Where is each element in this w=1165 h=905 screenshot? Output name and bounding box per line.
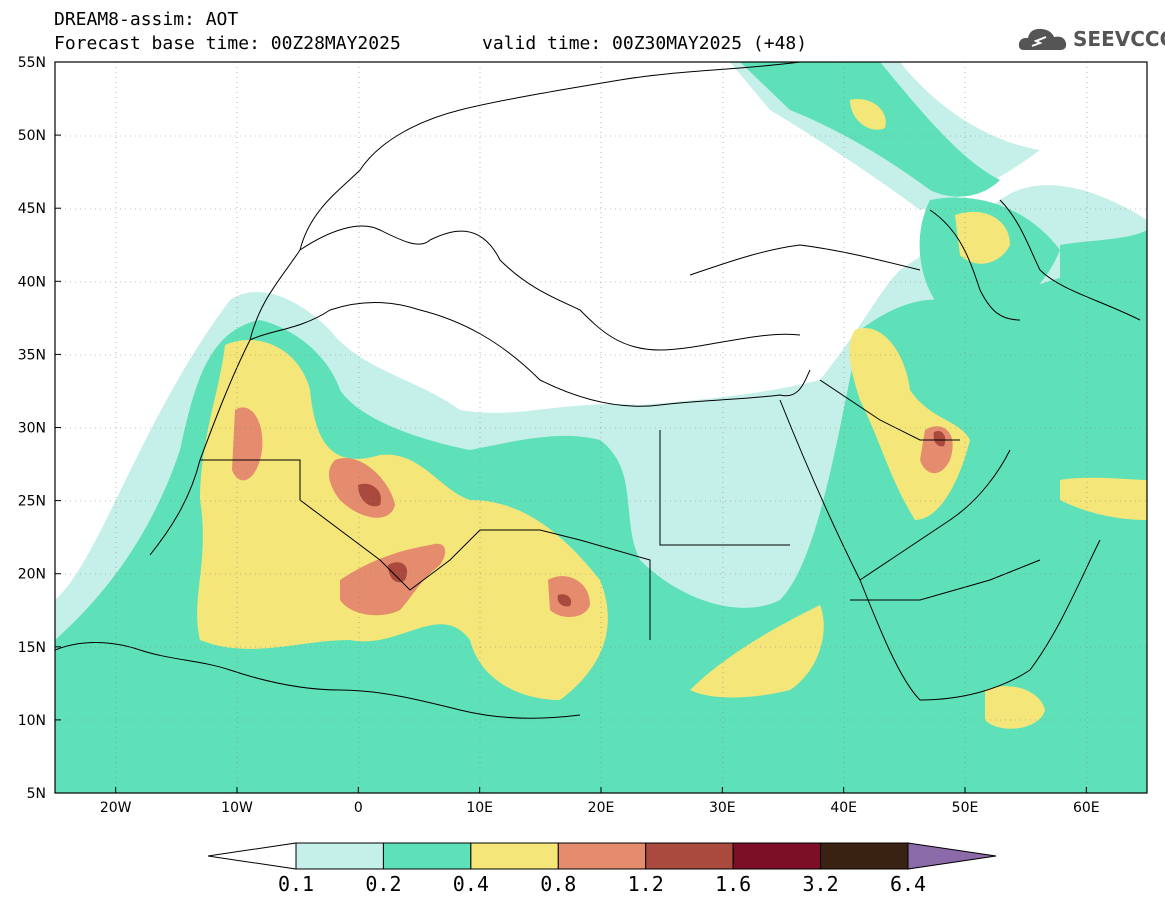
lat-label-30N: 30N [18, 421, 46, 437]
aot-contour-0.8 [232, 407, 263, 481]
lon-label-50E: 50E [952, 800, 979, 816]
colorbar-box [470, 842, 559, 870]
colorbar-level-label: 1.2 [627, 872, 664, 896]
cloud-logo-icon [1018, 28, 1067, 50]
logo-text: SEEVCCC [1073, 27, 1165, 51]
aot-contour-1.2 [358, 483, 381, 507]
lat-label-5N: 5N [27, 786, 46, 802]
lat-label-55N: 55N [18, 55, 46, 71]
colorbar-level-label: 0.2 [365, 872, 402, 896]
longitude-axis: 20W 10W 0 10E 20E 30E 40E 50E 60E [100, 787, 1100, 816]
graticule [55, 62, 1147, 793]
colorbar-level-label: 0.1 [277, 872, 315, 896]
lon-label-40E: 40E [830, 800, 857, 816]
lon-label-20E: 20E [588, 800, 615, 816]
map-title: DREAM8-assim: AOT [54, 9, 239, 30]
lat-label-20N: 20N [18, 567, 46, 583]
lon-label-20W: 20W [100, 800, 132, 816]
colorbar-low-arrow [207, 842, 297, 870]
colorbar-high-arrow [907, 842, 997, 870]
colorbar-box [382, 842, 472, 870]
colorbar-box [645, 842, 734, 870]
lat-label-15N: 15N [18, 640, 46, 656]
lon-label-10E: 10E [466, 800, 493, 816]
lat-label-50N: 50N [18, 128, 46, 144]
aot-field [55, 62, 1147, 793]
lat-label-40N: 40N [18, 274, 46, 290]
colorbar-level-label: 0.8 [540, 872, 577, 896]
valid-time: valid time: 00Z30MAY2025 (+48) [482, 33, 808, 54]
lat-label-10N: 10N [18, 713, 46, 729]
colorbar-level-label: 3.2 [802, 872, 839, 896]
lat-label-35N: 35N [18, 347, 46, 363]
latitude-axis: 55N 50N 45N 40N 35N 30N 25N 20N 15N 10N 5N [18, 55, 61, 802]
lon-label-10W: 10W [221, 800, 253, 816]
colorbar-box [295, 842, 384, 870]
lat-label-45N: 45N [18, 201, 46, 217]
lat-label-25N: 25N [18, 494, 46, 510]
coastlines [55, 62, 1141, 719]
colorbar-box [820, 842, 909, 870]
colorbar-box [557, 842, 647, 870]
colorbar-level-label: 1.6 [715, 872, 752, 896]
colorbar-level-label: 0.4 [452, 872, 489, 896]
colorbar [207, 842, 997, 870]
lon-label-30E: 30E [709, 800, 736, 816]
lon-label-0: 0 [354, 800, 363, 816]
aot-contour-0.4 [197, 340, 608, 700]
colorbar-box [732, 842, 822, 870]
lon-label-60E: 60E [1073, 800, 1100, 816]
colorbar-level-label: 6.4 [889, 872, 927, 896]
forecast-base-time: Forecast base time: 00Z28MAY2025 [54, 33, 401, 54]
